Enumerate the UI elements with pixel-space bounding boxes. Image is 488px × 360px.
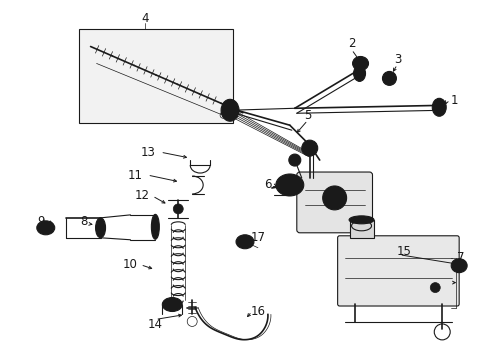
FancyBboxPatch shape bbox=[296, 172, 372, 233]
Ellipse shape bbox=[431, 98, 446, 116]
Text: 1: 1 bbox=[449, 94, 457, 107]
Text: 6: 6 bbox=[264, 179, 271, 192]
Circle shape bbox=[288, 154, 300, 166]
Text: 15: 15 bbox=[396, 245, 411, 258]
Ellipse shape bbox=[224, 104, 235, 116]
Text: 7: 7 bbox=[456, 251, 464, 264]
Ellipse shape bbox=[450, 259, 466, 273]
Text: 10: 10 bbox=[123, 258, 138, 271]
Text: 13: 13 bbox=[141, 145, 156, 159]
Circle shape bbox=[384, 73, 394, 84]
Text: 9: 9 bbox=[37, 215, 44, 228]
Ellipse shape bbox=[352, 57, 368, 71]
Circle shape bbox=[322, 186, 346, 210]
Circle shape bbox=[301, 140, 317, 156]
Ellipse shape bbox=[221, 99, 239, 121]
Circle shape bbox=[434, 103, 442, 111]
Bar bbox=[79, 28, 233, 123]
Circle shape bbox=[225, 106, 234, 114]
Circle shape bbox=[429, 283, 439, 293]
Text: 2: 2 bbox=[347, 37, 355, 50]
Text: 8: 8 bbox=[80, 215, 87, 228]
Ellipse shape bbox=[162, 298, 182, 311]
Text: 5: 5 bbox=[304, 109, 311, 122]
Bar bbox=[349, 220, 374, 238]
Text: 17: 17 bbox=[250, 231, 265, 244]
Ellipse shape bbox=[382, 71, 396, 85]
Text: 4: 4 bbox=[142, 12, 149, 25]
Circle shape bbox=[41, 224, 50, 232]
Text: 16: 16 bbox=[250, 305, 265, 318]
FancyBboxPatch shape bbox=[337, 236, 458, 306]
Ellipse shape bbox=[37, 221, 55, 235]
Ellipse shape bbox=[95, 218, 105, 238]
Ellipse shape bbox=[236, 235, 253, 249]
Ellipse shape bbox=[275, 174, 303, 196]
Circle shape bbox=[454, 262, 462, 270]
Ellipse shape bbox=[348, 216, 373, 224]
Ellipse shape bbox=[353, 66, 365, 81]
Text: 3: 3 bbox=[393, 53, 400, 66]
Text: 11: 11 bbox=[128, 168, 142, 181]
Text: 12: 12 bbox=[135, 189, 150, 202]
Circle shape bbox=[305, 144, 313, 152]
Text: 14: 14 bbox=[147, 318, 163, 331]
Circle shape bbox=[173, 204, 183, 214]
Ellipse shape bbox=[151, 214, 159, 239]
